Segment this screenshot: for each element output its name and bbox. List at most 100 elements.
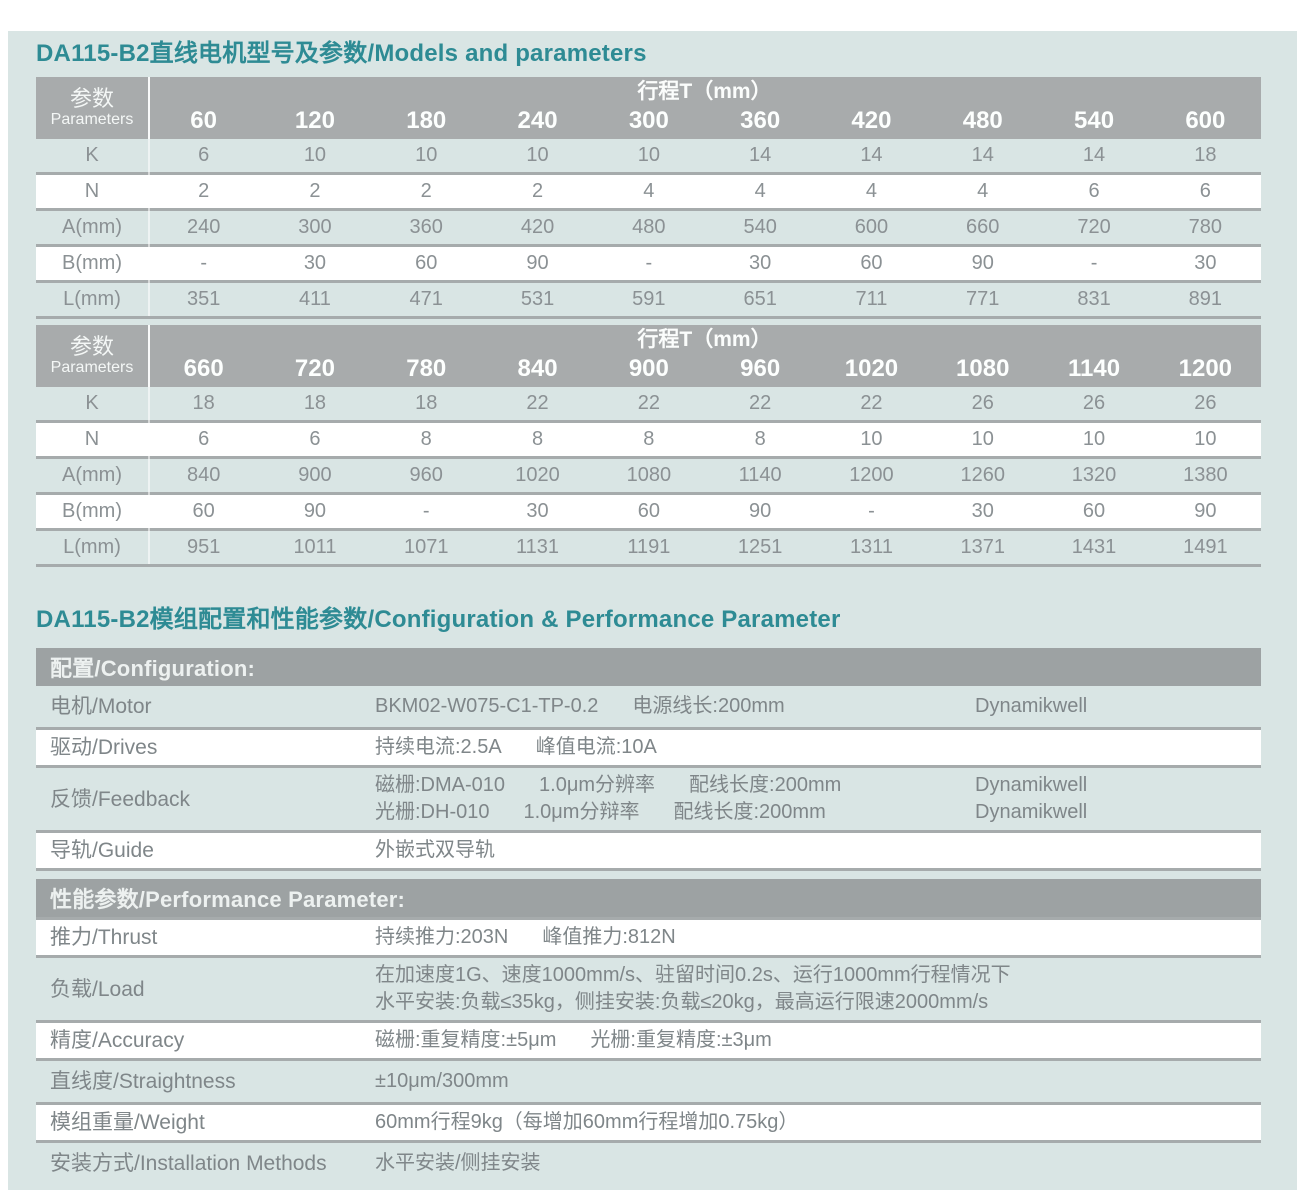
spec-value-part: 磁栅:重复精度:±5μm [375, 1029, 557, 1051]
spec-row: 精度/Accuracy 磁栅:重复精度:±5μm 光栅:重复精度:±3μm [36, 1020, 1261, 1061]
param-cell: 1491 [1183, 536, 1228, 558]
param-cell: 10 [637, 144, 660, 166]
param-cell: 26 [1194, 392, 1217, 414]
content-panel: DA115-B2直线电机型号及参数/Models and parameters … [8, 31, 1297, 1190]
param-cell: 720 [1077, 216, 1111, 238]
param-cell: 591 [632, 288, 666, 310]
spec-value-part: 峰值推力:812N [542, 926, 676, 948]
param-cell: - [1090, 252, 1098, 274]
brand-label: Dynamikwell [975, 801, 1088, 823]
param-cell: 90 [971, 252, 994, 274]
param-cell: 90 [749, 500, 772, 522]
spec-section: 性能参数/Performance Parameter: 推力/Thrust 持续推力… [36, 879, 1261, 1184]
stroke-column-header: 900 [628, 355, 669, 382]
param-cell: 2 [420, 180, 432, 202]
spec-value-parts: 磁栅:重复精度:±5μm 光栅:重复精度:±3μm [375, 1027, 772, 1054]
param-table-2: 参数 Parameters 行程T（mm） 660 720 780 840 900 960 102… [36, 325, 1261, 567]
spec-value-part: 在加速度1G、速度1000mm/s、驻留时间0.2s、运行1000mm行程情况下 [375, 964, 1011, 986]
param-cell: 4 [977, 180, 989, 202]
param-cell: 4 [754, 180, 766, 202]
stroke-column-header: 1200 [1178, 355, 1233, 382]
spec-value-line: 水平安装/侧挂安装 [375, 1150, 1261, 1177]
spec-value-part: 电源线长:200mm [632, 695, 785, 717]
spec-value-line: 在加速度1G、速度1000mm/s、驻留时间0.2s、运行1000mm行程情况下 [375, 962, 1261, 989]
spec-value-block: 磁栅:DMA-010 1.0μm分辨率 配线长度:200mm Dynamikwell 光… [375, 772, 1261, 826]
stroke-column-header: 720 [294, 355, 335, 382]
param-row-label: B(mm) [62, 500, 122, 522]
param-cell: 60 [415, 252, 438, 274]
stroke-column-header: 540 [1074, 107, 1115, 134]
param-row: N 2 2 2 2 4 4 4 4 6 6 [36, 172, 1261, 211]
param-cell: 840 [186, 464, 221, 486]
param-cell: 14 [860, 144, 883, 166]
param-cell: 1071 [403, 536, 449, 558]
spec-value-parts: 水平安装/侧挂安装 [375, 1150, 541, 1177]
param-cell: 1191 [627, 536, 671, 558]
param-cell: 300 [298, 216, 332, 238]
spec-row-label: 驱动/Drives [50, 736, 158, 759]
param-cell: 2 [198, 180, 210, 202]
param-cell: 900 [298, 464, 332, 486]
spec-row: 推力/Thrust 持续推力:203N 峰值推力:812N [36, 917, 1261, 958]
param-row-label: L(mm) [63, 288, 121, 310]
param-row: N 6 6 8 8 8 8 10 10 10 10 [36, 420, 1261, 459]
spec-value-parts: 60mm行程9kg（每增加60mm行程增加0.75kg） [375, 1109, 798, 1136]
param-cell: 711 [855, 288, 888, 310]
spec-value-part: 峰值电流:10A [535, 736, 657, 758]
param-row: K 6 10 10 10 10 14 14 14 14 18 [36, 139, 1261, 172]
param-cell: 10 [526, 144, 549, 166]
stroke-column-header: 420 [851, 107, 892, 134]
param-table-header: 参数 Parameters 行程T（mm） 60 120 180 240 300 360 420 4… [36, 77, 1261, 139]
brand-label: Dynamikwell [975, 774, 1088, 796]
spec-value-part: 60mm行程9kg（每增加60mm行程增加0.75kg） [375, 1111, 799, 1133]
param-cell: 14 [749, 144, 772, 166]
param-cell: 30 [1194, 252, 1217, 274]
spec-row: 模组重量/Weight 60mm行程9kg（每增加60mm行程增加0.75kg） [36, 1102, 1261, 1143]
spec-value-parts: 在加速度1G、速度1000mm/s、驻留时间0.2s、运行1000mm行程情况下 [375, 962, 1011, 989]
param-cell: 480 [632, 216, 666, 238]
param-cell: 1131 [516, 536, 560, 558]
spec-value-line: 水平安装:负载≤35kg，侧挂安装:负载≤20kg，最高运行限速2000mm/s [375, 989, 1261, 1016]
spec-section: 配置/Configuration: 电机/Motor BKM02-W075-C1-T… [36, 648, 1261, 871]
param-cell: 30 [526, 500, 549, 522]
spec-value-parts: 光栅:DH-010 1.0μm分辩率 配线长度:200mm [375, 799, 975, 826]
param-cell: 540 [743, 216, 777, 238]
spec-row: 反馈/Feedback 磁栅:DMA-010 1.0μm分辨率 配线长度:200mm D… [36, 768, 1261, 830]
param-cell: 14 [971, 144, 994, 166]
param-row-label: N [84, 428, 100, 450]
param-cell: 831 [1077, 288, 1111, 310]
param-cell: 10 [1194, 428, 1217, 450]
spec-sections-container: 配置/Configuration: 电机/Motor BKM02-W075-C1-T… [36, 648, 1261, 1184]
param-cell: 651 [743, 288, 777, 310]
param-cell: - [200, 252, 207, 274]
param-row-label: N [84, 180, 100, 202]
spec-value-part: 外嵌式双导轨 [375, 839, 495, 861]
spec-value-parts: 外嵌式双导轨 [375, 837, 495, 864]
param-cell: 60 [860, 252, 883, 274]
stroke-column-header: 360 [740, 107, 781, 134]
stroke-column-header: 120 [294, 107, 335, 134]
param-cell: 2 [531, 180, 544, 202]
stroke-column-header: 780 [406, 355, 447, 382]
spec-value-line: 外嵌式双导轨 [375, 837, 1261, 864]
params-corner-sublabel: Parameters [50, 111, 134, 128]
param-tables-container: 参数 Parameters 行程T（mm） 60 120 180 240 300 360 420 4… [36, 77, 1261, 567]
spec-row-label: 精度/Accuracy [50, 1029, 185, 1052]
spec-value-block: BKM02-W075-C1-TP-0.2 电源线长:200mm Dynamikwel… [375, 693, 1261, 720]
param-cell: 4 [643, 180, 655, 202]
param-cell: 60 [637, 500, 660, 522]
spec-row: 电机/Motor BKM02-W075-C1-TP-0.2 电源线长:200mm Dy… [36, 686, 1261, 727]
spec-value-parts: 持续电流:2.5A 峰值电流:10A [375, 734, 657, 761]
spec-value-line: 持续电流:2.5A 峰值电流:10A [375, 734, 1261, 761]
param-cell: 1140 [738, 464, 782, 486]
param-cell: 30 [971, 500, 994, 522]
stroke-column-header: 240 [517, 107, 558, 134]
spec-row-label: 反馈/Feedback [50, 787, 191, 811]
param-cell: 360 [409, 216, 443, 238]
param-cell: 22 [526, 392, 549, 414]
param-cell: 240 [186, 216, 221, 238]
spec-value-part: 光栅:重复精度:±3μm [590, 1029, 772, 1051]
spec-value-part: 水平安装/侧挂安装 [375, 1152, 541, 1174]
stroke-column-header: 840 [517, 355, 558, 382]
param-cell: 1011 [293, 536, 337, 558]
